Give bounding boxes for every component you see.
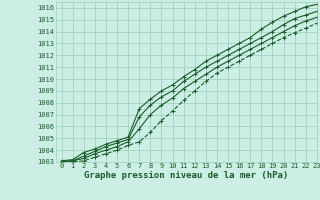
X-axis label: Graphe pression niveau de la mer (hPa): Graphe pression niveau de la mer (hPa) <box>84 171 289 180</box>
